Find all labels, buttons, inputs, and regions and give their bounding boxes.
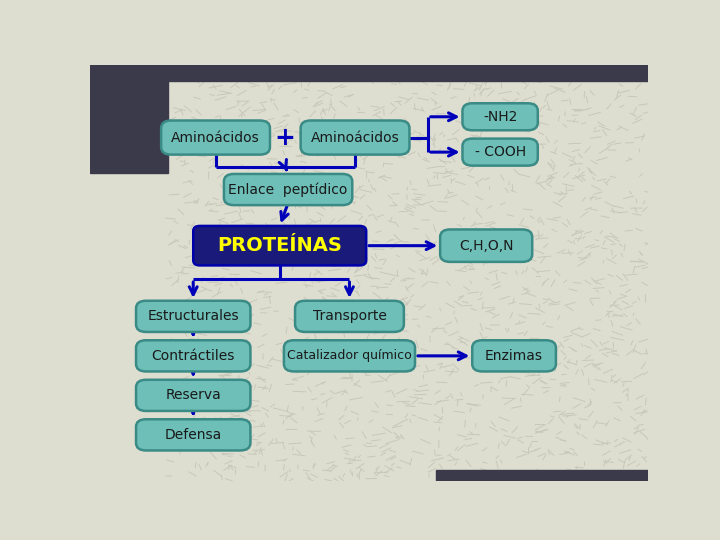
FancyBboxPatch shape (136, 301, 251, 332)
Text: Transporte: Transporte (312, 309, 387, 323)
FancyBboxPatch shape (161, 120, 270, 154)
Text: Aminoácidos: Aminoácidos (171, 131, 260, 145)
Text: Catalizador químico: Catalizador químico (287, 349, 412, 362)
FancyBboxPatch shape (295, 301, 404, 332)
Text: Estructurales: Estructurales (148, 309, 239, 323)
FancyBboxPatch shape (136, 380, 251, 411)
Text: -NH2: -NH2 (483, 110, 517, 124)
Text: Aminoácidos: Aminoácidos (310, 131, 400, 145)
FancyBboxPatch shape (224, 174, 352, 205)
Bar (436, 470, 648, 481)
FancyBboxPatch shape (284, 340, 415, 372)
FancyBboxPatch shape (136, 419, 251, 450)
FancyBboxPatch shape (472, 340, 556, 372)
FancyBboxPatch shape (301, 120, 410, 154)
Bar (90, 90, 168, 173)
Text: - COOH: - COOH (474, 145, 526, 159)
Text: +: + (275, 126, 296, 150)
FancyBboxPatch shape (440, 230, 532, 262)
Text: Enlace  peptídico: Enlace peptídico (228, 183, 348, 197)
Text: Enzimas: Enzimas (485, 349, 543, 363)
FancyBboxPatch shape (462, 103, 538, 130)
Text: Defensa: Defensa (165, 428, 222, 442)
Text: C,H,O,N: C,H,O,N (459, 239, 513, 253)
Text: Contráctiles: Contráctiles (151, 349, 235, 363)
FancyBboxPatch shape (136, 340, 251, 372)
Bar (90, 65, 168, 90)
Text: PROTEÍNAS: PROTEÍNAS (217, 236, 342, 255)
FancyBboxPatch shape (462, 139, 538, 166)
Bar (168, 65, 648, 82)
FancyBboxPatch shape (193, 226, 366, 266)
Text: Reserva: Reserva (166, 388, 221, 402)
